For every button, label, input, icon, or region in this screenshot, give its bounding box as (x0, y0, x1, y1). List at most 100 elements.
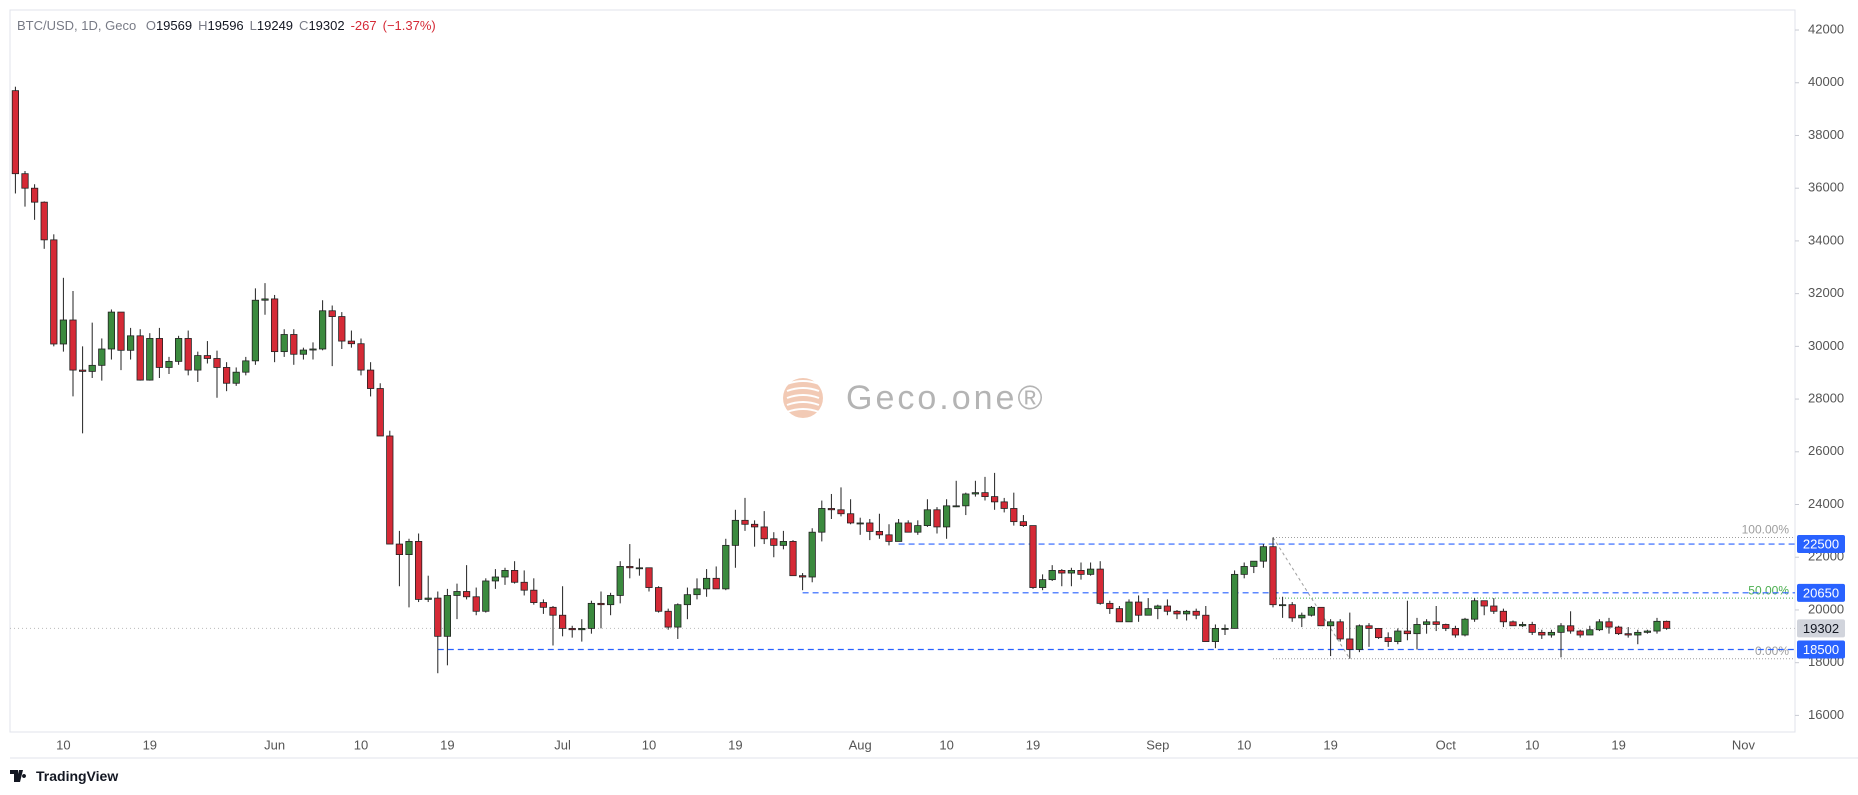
candle-body (597, 602, 605, 606)
candle-body (1557, 625, 1565, 633)
candle-body (1615, 626, 1623, 635)
watermark-stripe (786, 387, 820, 392)
candle-body (318, 310, 327, 350)
watermark-stripe (786, 408, 820, 413)
candle-body (1538, 631, 1546, 636)
candle-body (1442, 624, 1450, 629)
candle-body (1567, 625, 1575, 632)
candle-body (952, 505, 960, 508)
footer: TradingView (10, 768, 118, 784)
ohlc-key: C (299, 18, 309, 33)
candle-body (1346, 638, 1354, 650)
candle-body (414, 541, 423, 600)
candle-body (1394, 630, 1402, 642)
candle-body (1336, 621, 1344, 640)
candle-body (1375, 628, 1383, 639)
candle-body (50, 239, 58, 345)
y-tick-label: 38000 (1808, 127, 1844, 142)
candle-body (1202, 614, 1210, 642)
candle-body (242, 360, 250, 373)
candle-body (1010, 508, 1018, 523)
price-level-box (1797, 583, 1845, 602)
footer-brand: TradingView (36, 768, 119, 784)
candle-body (808, 531, 816, 578)
candle-body (1039, 579, 1047, 588)
candle-body (1144, 608, 1152, 616)
candle-body (1586, 629, 1594, 636)
candle-body (981, 492, 989, 498)
candle-body (1115, 608, 1123, 623)
candle-body (1365, 625, 1373, 629)
ohlc-value: 19302 (308, 18, 345, 33)
last-price-box (1797, 619, 1845, 638)
candle-body (1327, 621, 1335, 627)
x-tick-label: Aug (849, 737, 872, 752)
candle-body (472, 596, 480, 612)
y-tick-label: 40000 (1808, 74, 1844, 89)
candle-body (1029, 525, 1037, 588)
candle-body (914, 525, 922, 533)
fib-label: 0.00% (1755, 644, 1789, 658)
candle-body (1106, 602, 1114, 610)
candle-body (635, 567, 644, 570)
candle-body (1480, 600, 1488, 607)
candle-body (270, 298, 279, 353)
candle-body (98, 348, 106, 366)
x-tick-label: Jul (554, 737, 571, 752)
candle-body (789, 541, 797, 577)
candle-body (1250, 560, 1258, 567)
candle-body (607, 595, 615, 606)
y-tick-label: 34000 (1808, 232, 1844, 247)
candle-body (1259, 546, 1267, 562)
candle-body (1547, 631, 1555, 636)
candle-body (1509, 621, 1517, 627)
candle-body (779, 541, 788, 546)
y-tick-label: 16000 (1808, 707, 1844, 722)
tv-logo (10, 770, 27, 782)
candle-body (549, 606, 557, 616)
candle-body (1317, 606, 1325, 627)
candle-body (943, 505, 951, 528)
x-tick-label: 19 (1026, 737, 1040, 752)
candle-body (655, 587, 663, 612)
candle-body (194, 355, 202, 371)
candle-body (21, 173, 29, 189)
candle-body (1663, 620, 1671, 629)
candle-body (453, 591, 461, 596)
candle-body (1403, 630, 1411, 635)
candle-body (1624, 633, 1632, 636)
candle-body (443, 595, 452, 637)
candle-body (69, 319, 77, 371)
candle-body (1432, 621, 1440, 625)
candle-body (482, 580, 490, 612)
watermark-text: Geco.one® (846, 379, 1046, 417)
ohlc-value: 19569 (155, 18, 193, 33)
candle-body (760, 526, 768, 540)
candle-body (107, 311, 115, 350)
candle-body (1183, 610, 1191, 615)
candle-body (885, 534, 893, 542)
candle-body (904, 522, 912, 533)
candle-body (203, 355, 211, 359)
ohlc-value: 19596 (207, 18, 244, 33)
candle-body (136, 335, 144, 381)
fib-label: 50.00% (1748, 583, 1789, 597)
candle-body (1211, 628, 1219, 642)
candle-body (424, 597, 432, 600)
candle-body (1413, 624, 1421, 635)
x-tick-label: 10 (56, 737, 70, 752)
plot-frame (9, 9, 1796, 733)
candle-body (1528, 624, 1536, 633)
candle-body (683, 594, 692, 606)
candle-body (1221, 628, 1229, 630)
watermark-logo (783, 378, 823, 418)
candle-body (923, 509, 932, 527)
candle-body (1471, 600, 1479, 620)
candle-body (991, 496, 999, 503)
candle-body (856, 522, 864, 525)
candle-body (645, 567, 653, 588)
candle-body (59, 319, 68, 345)
candle-body (1451, 628, 1459, 636)
fib-label: 100.00% (1742, 523, 1790, 537)
